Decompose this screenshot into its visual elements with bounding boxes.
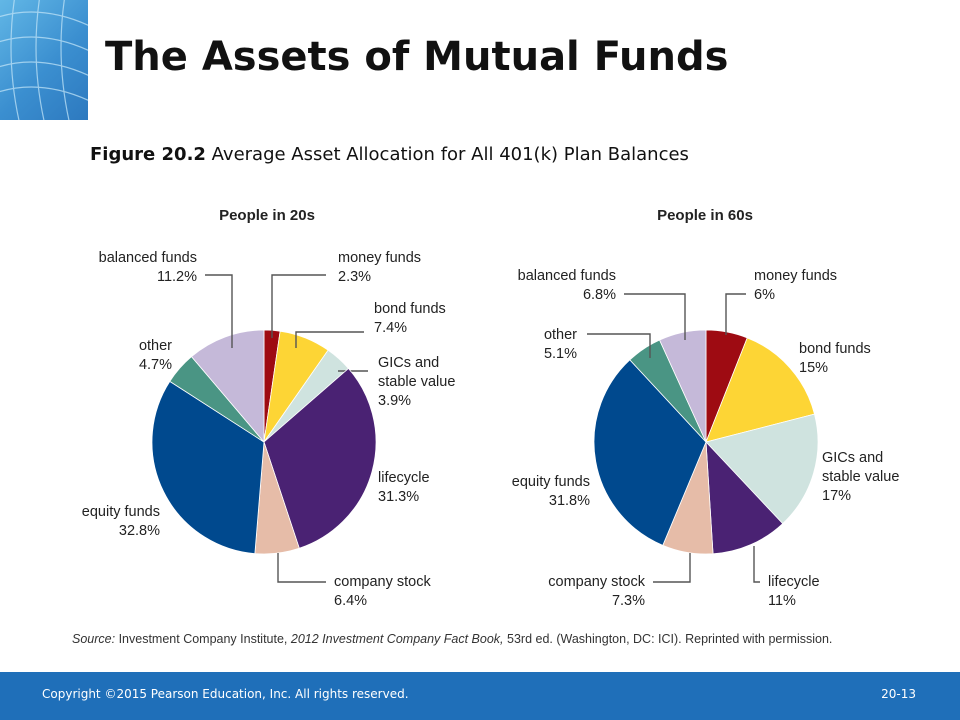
footer-bar: Copyright ©2015 Pearson Education, Inc. …: [0, 672, 960, 720]
people-in-60s-slice-gics-and-stable-value: [705, 413, 819, 525]
figure-caption: Figure 20.2 Average Asset Allocation for…: [90, 144, 689, 165]
people-in-60s-label-gics-and-stable-value: GICs and stable value 17%: [822, 450, 899, 504]
people-in-20s-label-balanced-funds: balanced funds 11.2%: [99, 250, 197, 285]
source-text: Investment Company Institute,: [118, 632, 288, 646]
people-in-60s-slice-equity-funds: [593, 359, 707, 546]
people-in-20s-label-gics-and-stable-value: GICs and stable value 3.9%: [378, 355, 455, 409]
people-in-20s-label-other: other 4.7%: [139, 338, 172, 373]
people-in-60s-leader-other: [587, 333, 651, 358]
people-in-20s-label-lifecycle: lifecycle 31.3%: [378, 470, 430, 505]
copyright-text: Copyright ©2015 Pearson Education, Inc. …: [42, 687, 409, 701]
people-in-60s-label-equity-funds: equity funds 31.8%: [512, 474, 590, 509]
source-rest: 53rd ed. (Washington, DC: ICI). Reprinte…: [507, 632, 833, 646]
people-in-60s-title: People in 60s: [657, 207, 753, 224]
people-in-20s-label-equity-funds: equity funds 32.8%: [82, 504, 160, 539]
pie-charts-svg: People in 20s money funds 2.3% bond funds 7.…: [82, 207, 900, 609]
figure-caption-text: Average Asset Allocation for All 401(k) …: [211, 144, 689, 165]
people-in-20s-title: People in 20s: [219, 207, 315, 224]
source-prefix: Source:: [72, 632, 116, 646]
people-in-20s-leader-bond-funds: [295, 331, 364, 348]
people-in-60s-slice-bond-funds: [705, 337, 815, 443]
people-in-20s-slice-lifecycle: [263, 367, 377, 549]
people-in-60s-leader-company-stock: [653, 553, 691, 583]
people-in-60s-slice-balanced-funds: [659, 329, 707, 443]
source-note: Source: Investment Company Institute, 20…: [72, 632, 832, 646]
people-in-60s-leader-lifecycle: [753, 546, 760, 583]
decorative-corner-image: [0, 0, 88, 120]
people-in-60s-label-balanced-funds: balanced funds 6.8%: [518, 268, 616, 303]
people-in-20s-label-money-funds: money funds 2.3%: [338, 250, 421, 285]
people-in-60s-label-other: other 5.1%: [544, 327, 577, 362]
people-in-60s-leader-money-funds: [725, 293, 746, 335]
source-book-title: 2012 Investment Company Fact Book,: [290, 632, 504, 646]
slide-title: The Assets of Mutual Funds: [105, 34, 729, 80]
people-in-20s-leader-money-funds: [271, 274, 326, 338]
people-in-60s-leader-balanced-funds: [624, 293, 686, 340]
figure-number: Figure 20.2: [90, 144, 206, 165]
page-number: 20-13: [881, 687, 916, 701]
people-in-20s-leader-balanced-funds: [205, 274, 233, 348]
people-in-20s-label-company-stock: company stock 6.4%: [334, 574, 431, 609]
people-in-60s-label-bond-funds: bond funds 15%: [799, 341, 871, 376]
pie-charts-area: People in 20s money funds 2.3% bond funds 7.…: [0, 190, 960, 620]
people-in-60s-label-lifecycle: lifecycle 11%: [768, 574, 820, 609]
people-in-60s-label-money-funds: money funds 6%: [754, 268, 837, 303]
people-in-20s-slice-balanced-funds: [190, 329, 265, 444]
people-in-20s-label-bond-funds: bond funds 7.4%: [374, 301, 446, 336]
people-in-60s-label-company-stock: company stock 7.3%: [548, 574, 645, 609]
people-in-60s-slice-lifecycle: [705, 440, 784, 555]
people-in-20s-leader-company-stock: [277, 553, 326, 583]
globe-grid-icon: [0, 0, 88, 120]
